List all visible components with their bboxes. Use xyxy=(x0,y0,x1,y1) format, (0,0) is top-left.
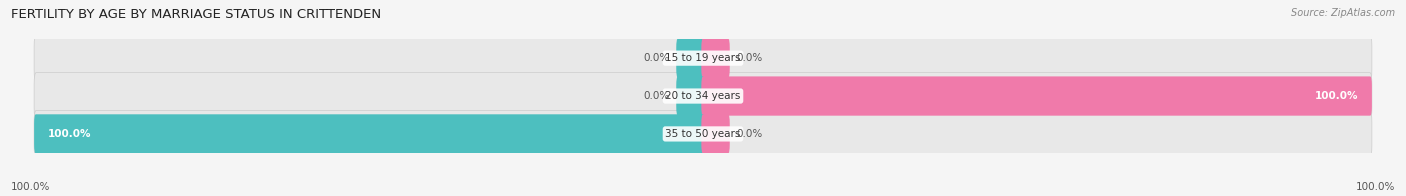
Text: 0.0%: 0.0% xyxy=(644,91,669,101)
Text: 100.0%: 100.0% xyxy=(11,182,51,192)
FancyBboxPatch shape xyxy=(676,39,704,78)
FancyBboxPatch shape xyxy=(34,110,1372,157)
FancyBboxPatch shape xyxy=(702,76,1372,116)
Text: 0.0%: 0.0% xyxy=(737,129,762,139)
Legend: Married, Unmarried: Married, Unmarried xyxy=(631,192,775,196)
Text: 20 to 34 years: 20 to 34 years xyxy=(665,91,741,101)
Text: 0.0%: 0.0% xyxy=(737,53,762,63)
FancyBboxPatch shape xyxy=(702,114,730,153)
FancyBboxPatch shape xyxy=(676,76,704,116)
FancyBboxPatch shape xyxy=(34,114,704,153)
Text: 15 to 19 years: 15 to 19 years xyxy=(665,53,741,63)
Text: FERTILITY BY AGE BY MARRIAGE STATUS IN CRITTENDEN: FERTILITY BY AGE BY MARRIAGE STATUS IN C… xyxy=(11,8,381,21)
Text: 35 to 50 years: 35 to 50 years xyxy=(665,129,741,139)
FancyBboxPatch shape xyxy=(34,35,1372,82)
FancyBboxPatch shape xyxy=(702,39,730,78)
FancyBboxPatch shape xyxy=(34,73,1372,120)
Text: 100.0%: 100.0% xyxy=(1355,182,1395,192)
Text: 0.0%: 0.0% xyxy=(644,53,669,63)
Text: Source: ZipAtlas.com: Source: ZipAtlas.com xyxy=(1291,8,1395,18)
Text: 100.0%: 100.0% xyxy=(1315,91,1358,101)
Text: 100.0%: 100.0% xyxy=(48,129,91,139)
